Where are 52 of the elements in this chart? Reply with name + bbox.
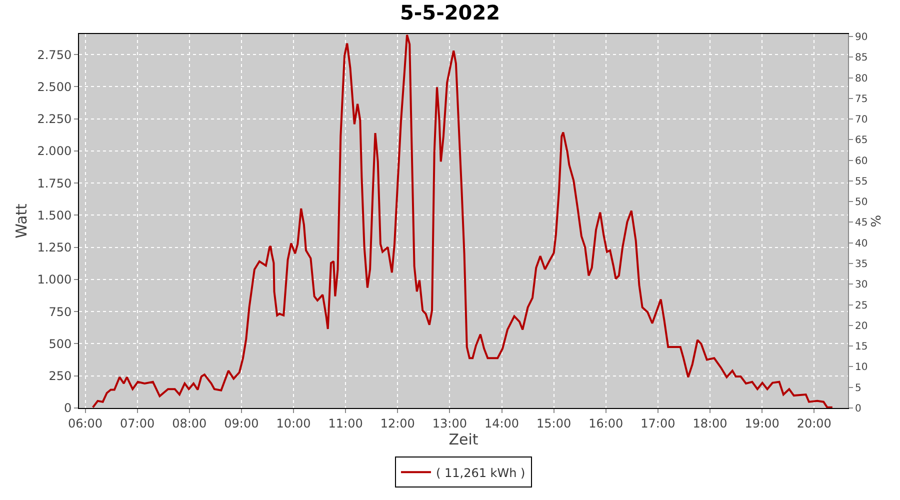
x-tick-label: 12:00 [380, 416, 415, 430]
y-tick-label: 500 [48, 336, 72, 351]
x-tick-label: 11:00 [328, 416, 363, 430]
x-tick-label: 19:00 [744, 416, 780, 430]
y-tick-label: 2.250 [37, 112, 72, 126]
y2-tick-label: 75 [855, 94, 868, 105]
y2-tick-label: 55 [855, 176, 868, 188]
y2-tick-label: 25 [855, 300, 868, 312]
x-tick-label: 06:00 [68, 416, 103, 430]
y2-tick-label: 20 [855, 320, 868, 332]
y2-tick-label: 85 [855, 52, 868, 64]
x-tick-label: 17:00 [640, 416, 676, 430]
x-tick-label: 10:00 [276, 416, 311, 430]
x-tick-label: 08:00 [172, 416, 207, 430]
y2-tick-label: 15 [855, 342, 868, 353]
y2-tick-label: 90 [855, 32, 868, 43]
y-tick-label: 2.500 [37, 80, 72, 94]
x-tick-label: 14:00 [484, 416, 520, 430]
x-tick-label: 16:00 [588, 416, 624, 430]
x-axis-title: Zeit [448, 430, 478, 448]
y-tick-label: 1.250 [37, 240, 72, 255]
x-tick-label: 07:00 [120, 416, 155, 430]
x-tick-label: 13:00 [432, 416, 467, 430]
y2-tick-label: 65 [855, 135, 868, 146]
y-axis-title: Watt [12, 203, 30, 238]
y-tick-label: 0 [64, 401, 72, 416]
x-tick-label: 18:00 [692, 416, 728, 430]
y2-tick-label: 60 [855, 156, 868, 167]
legend-label: ( 11,261 kWh ) [436, 466, 526, 480]
y-tick-label: 1.500 [37, 208, 72, 222]
chart-title: 5-5-2022 [400, 0, 500, 24]
y2-tick-label: 30 [855, 280, 868, 291]
y2-tick-label: 0 [855, 404, 862, 414]
y2-tick-label: 45 [855, 218, 868, 229]
y2-tick-label: 35 [855, 259, 868, 270]
y2-tick-label: 70 [855, 114, 868, 126]
y2-tick-label: 50 [855, 197, 868, 208]
y-tick-label: 250 [48, 369, 72, 384]
line-series [92, 34, 834, 408]
y-tick-label: 2.000 [37, 144, 72, 158]
y-tick-label: 1.750 [37, 176, 72, 190]
y2-axis-title: % [869, 214, 884, 228]
y2-tick-label: 10 [855, 362, 868, 374]
x-tick-label: 09:00 [224, 416, 259, 430]
y2-tick-label: 5 [855, 382, 862, 394]
x-tick-label: 15:00 [536, 416, 572, 430]
y2-tick-label: 80 [855, 73, 868, 84]
y-tick-label: 2.750 [37, 48, 72, 62]
y2-tick-label: 40 [855, 238, 868, 250]
y-tick-label: 750 [48, 304, 72, 319]
y-tick-label: 1.000 [37, 272, 72, 287]
x-tick-label: 20:00 [796, 416, 832, 430]
